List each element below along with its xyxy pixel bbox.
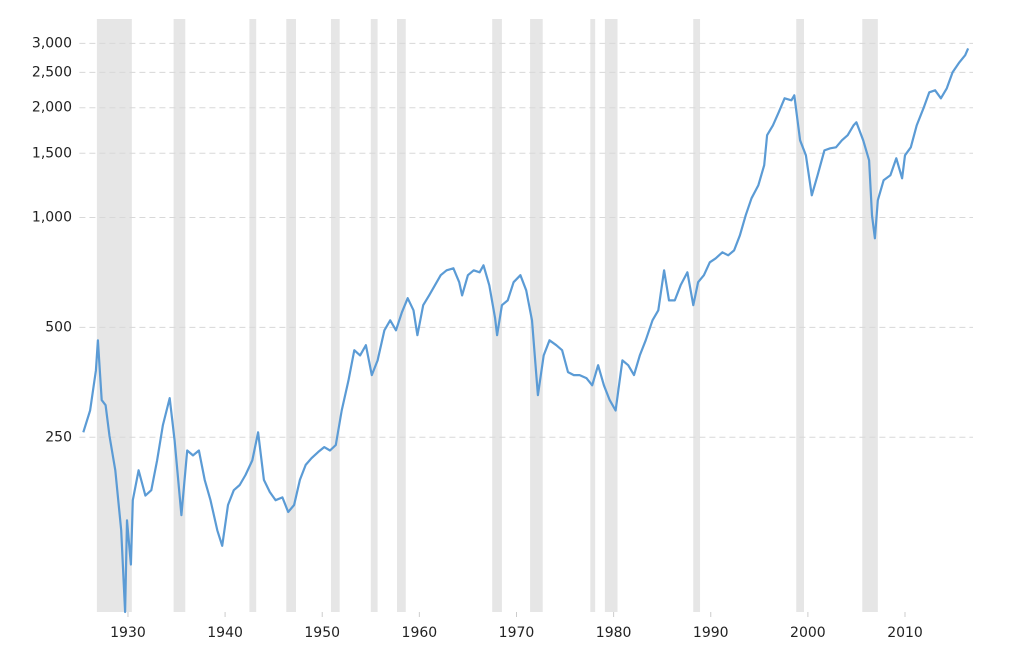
recession-band [330,19,340,612]
y-tick-label: 3,000 [32,35,72,51]
recession-band [530,19,543,612]
recession-band [590,19,596,612]
y-tick-label: 1,500 [32,145,72,161]
x-tick-label: 1980 [596,625,632,641]
recession-band [370,19,378,612]
recession-band [173,19,186,612]
x-tick-label: 2010 [887,625,923,641]
y-tick-label: 2,000 [32,100,72,116]
recession-band [249,19,257,612]
recession-band [693,19,701,612]
x-tick-label: 1970 [499,625,535,641]
recession-band [96,19,132,612]
recession-band [796,19,804,612]
y-tick-label: 1,000 [32,210,72,226]
x-tick-label: 1940 [207,625,243,641]
price-line [82,47,970,614]
recession-band [862,19,878,612]
y-tick-label: 250 [45,429,72,445]
y-tick-label: 500 [45,319,72,335]
x-tick-label: 1990 [693,625,729,641]
y-tick-label: 2,500 [32,64,72,80]
x-tick-label: 1950 [304,625,340,641]
recession-band [286,19,297,612]
x-tick-label: 1960 [402,625,438,641]
recession-band [604,19,618,612]
x-tick-label: 2000 [790,625,826,641]
recession-band [492,19,502,612]
x-tick-label: 1930 [110,625,146,641]
